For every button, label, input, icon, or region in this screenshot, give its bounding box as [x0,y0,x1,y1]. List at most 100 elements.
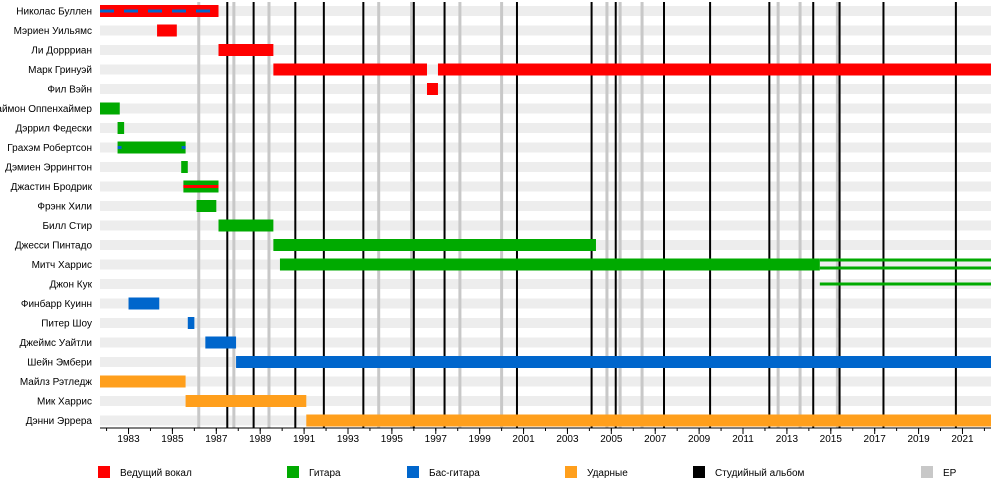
member-label: Николас Буллен [16,7,92,18]
row-stripe [100,279,991,289]
x-axis: 1983 1985 1987 1989 1991 1993 1995 1997 1999 2001… [100,427,991,445]
row-stripe [100,181,991,192]
row-stripe [100,45,991,55]
row-stripe [100,201,991,211]
x-tick-label: 1987 [205,434,228,445]
member-label: Билл Стир [42,221,92,232]
legend-swatch-drums [565,466,577,478]
member-label: Джон Кук [49,280,92,291]
row-stripe [100,298,991,309]
row-stripe [100,376,991,387]
member-bar-guitar [819,258,991,262]
member-bar-vocals [273,63,427,76]
legend-label-drums: Ударные [587,468,628,479]
legend-swatch-album [693,466,705,478]
x-tick-label: 2019 [907,434,930,445]
legend-label-album: Студийный альбом [715,467,805,479]
x-tick-label: 1995 [381,434,404,445]
member-bar-bass [128,297,160,310]
member-bar-drums [100,375,186,388]
x-tick-label: 2013 [776,434,799,445]
member-label: Финбарр Куинн [21,298,92,310]
row-stripe [100,318,991,328]
member-bar-guitar [196,200,217,212]
member-label: Джеймс Уайтли [19,338,92,349]
member-label: Марк Гринуэй [28,65,92,76]
x-tick-label: 1989 [249,434,272,445]
member-bar-vocals [437,63,991,76]
row-stripe [100,103,991,114]
legend-label-vocals: Ведущий вокал [120,468,192,479]
member-bar-vocals [426,83,438,95]
legend-swatch-bass [407,466,419,478]
x-tick-label: 2021 [951,434,974,445]
row-stripe [100,220,991,231]
member-label: Саймон Оппенхаймер [0,104,92,115]
member-bar-guitar [117,141,186,154]
member-bar-guitar [117,122,125,134]
member-label: Джесси Пинтадо [15,241,93,252]
member-bars [100,5,992,427]
x-tick-label: 1991 [293,434,316,445]
member-label: Дэмиен Эррингтон [5,163,92,174]
member-bar-bass [205,336,237,349]
legend-swatch-ep [921,466,933,478]
x-tick-label: 1993 [337,434,360,445]
member-label: Грахэм Робертсон [7,142,92,154]
member-label: Дэнни Эррера [26,416,93,427]
member-label: Шейн Эмбери [27,357,92,369]
legend-swatch-vocals [98,466,110,478]
member-bar-vocals [157,24,177,37]
x-tick-label: 1983 [117,434,140,445]
x-tick-label: 2009 [688,434,711,445]
row-stripe [100,123,991,133]
legend: Ведущий вокал Гитара Бас-гитара Ударные Студ… [98,466,957,479]
x-tick-label: 2011 [732,434,754,445]
member-bar-drums [306,414,991,427]
x-tick-label: 1997 [425,434,448,445]
member-bar-guitar [218,219,274,232]
member-label: Фрэнк Хили [37,202,92,213]
member-label: Дэррил Федески [16,124,93,135]
row-stripe [100,396,991,406]
x-tick-label: 2007 [644,434,667,445]
member-bar-guitar [279,258,820,271]
row-stripe [100,162,991,172]
x-tick-label: 2017 [864,434,887,445]
member-label: Джастин Бродрик [11,182,93,193]
member-bar-bass [236,356,992,368]
row-stripe [100,142,991,153]
row-stripe [100,6,991,16]
member-labels: Николас Буллен Мэриен Уильямс Ли Доррриан М… [0,7,93,428]
member-bar-guitar [273,239,596,251]
legend-label-bass: Бас-гитара [429,468,480,479]
legend-swatch-guitar [287,466,299,478]
member-bar-vocals [218,44,274,56]
legend-label-guitar: Гитара [309,468,341,479]
x-tick-label: 2005 [600,434,623,445]
member-label: Фил Вэйн [47,85,92,96]
member-bar-vocals-stripe [183,185,219,188]
member-bar-guitar [819,266,991,270]
member-bar-guitar [181,161,188,173]
x-tick-label: 2003 [556,434,579,445]
row-stripe [100,25,991,36]
x-tick-label: 1999 [469,434,492,445]
row-stripe [100,337,991,348]
legend-label-ep: EP [943,468,957,479]
member-bar-drums [185,395,307,407]
member-label: Ли Доррриан [31,46,92,57]
member-label: Митч Харрис [32,260,92,271]
member-label: Питер Шоу [41,319,92,330]
x-tick-label: 2001 [512,434,535,445]
row-stripe [100,84,991,94]
member-label: Мик Харрис [37,397,92,408]
member-bar-guitar [100,102,120,115]
member-label: Майлз Рэтледж [20,377,92,388]
x-tick-label: 2015 [820,434,843,445]
member-bar-bass [187,317,195,329]
member-bar-guitar [819,282,991,286]
x-tick-label: 1985 [161,434,184,445]
member-label: Мэриен Уильямс [14,26,92,37]
